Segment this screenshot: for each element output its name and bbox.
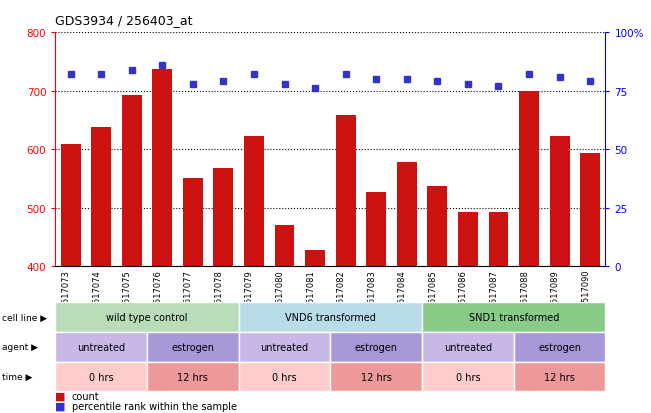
Text: 0 hrs: 0 hrs	[272, 372, 297, 382]
Text: 12 hrs: 12 hrs	[361, 372, 392, 382]
Text: untreated: untreated	[260, 342, 309, 352]
Bar	[152, 70, 173, 413]
Text: 12 hrs: 12 hrs	[178, 372, 208, 382]
Text: estrogen: estrogen	[355, 342, 398, 352]
Text: 0 hrs: 0 hrs	[456, 372, 480, 382]
Bar	[244, 137, 264, 413]
Text: GDS3934 / 256403_at: GDS3934 / 256403_at	[55, 14, 193, 27]
Text: 0 hrs: 0 hrs	[89, 372, 113, 382]
Bar	[488, 212, 508, 413]
Text: count: count	[72, 391, 99, 401]
Text: untreated: untreated	[444, 342, 492, 352]
Bar	[61, 145, 81, 413]
Text: cell line ▶: cell line ▶	[2, 313, 47, 322]
Text: estrogen: estrogen	[538, 342, 581, 352]
Bar	[580, 154, 600, 413]
Text: SND1 transformed: SND1 transformed	[469, 312, 559, 322]
Bar	[458, 212, 478, 413]
Bar	[275, 225, 294, 413]
Text: ■: ■	[55, 391, 66, 401]
Bar	[183, 179, 203, 413]
Text: wild type control: wild type control	[106, 312, 187, 322]
Text: VND6 transformed: VND6 transformed	[285, 312, 376, 322]
Text: time ▶: time ▶	[2, 372, 33, 381]
Text: ■: ■	[55, 401, 66, 411]
Bar	[367, 192, 386, 413]
Text: estrogen: estrogen	[171, 342, 214, 352]
Bar	[305, 250, 325, 413]
Bar	[549, 137, 570, 413]
Bar	[122, 96, 142, 413]
Bar	[428, 186, 447, 413]
Bar	[91, 128, 111, 413]
Bar	[397, 163, 417, 413]
Text: agent ▶: agent ▶	[2, 342, 38, 351]
Text: 12 hrs: 12 hrs	[544, 372, 575, 382]
Text: percentile rank within the sample: percentile rank within the sample	[72, 401, 236, 411]
Bar	[214, 169, 233, 413]
Bar	[519, 91, 539, 413]
Text: untreated: untreated	[77, 342, 125, 352]
Bar	[336, 116, 355, 413]
